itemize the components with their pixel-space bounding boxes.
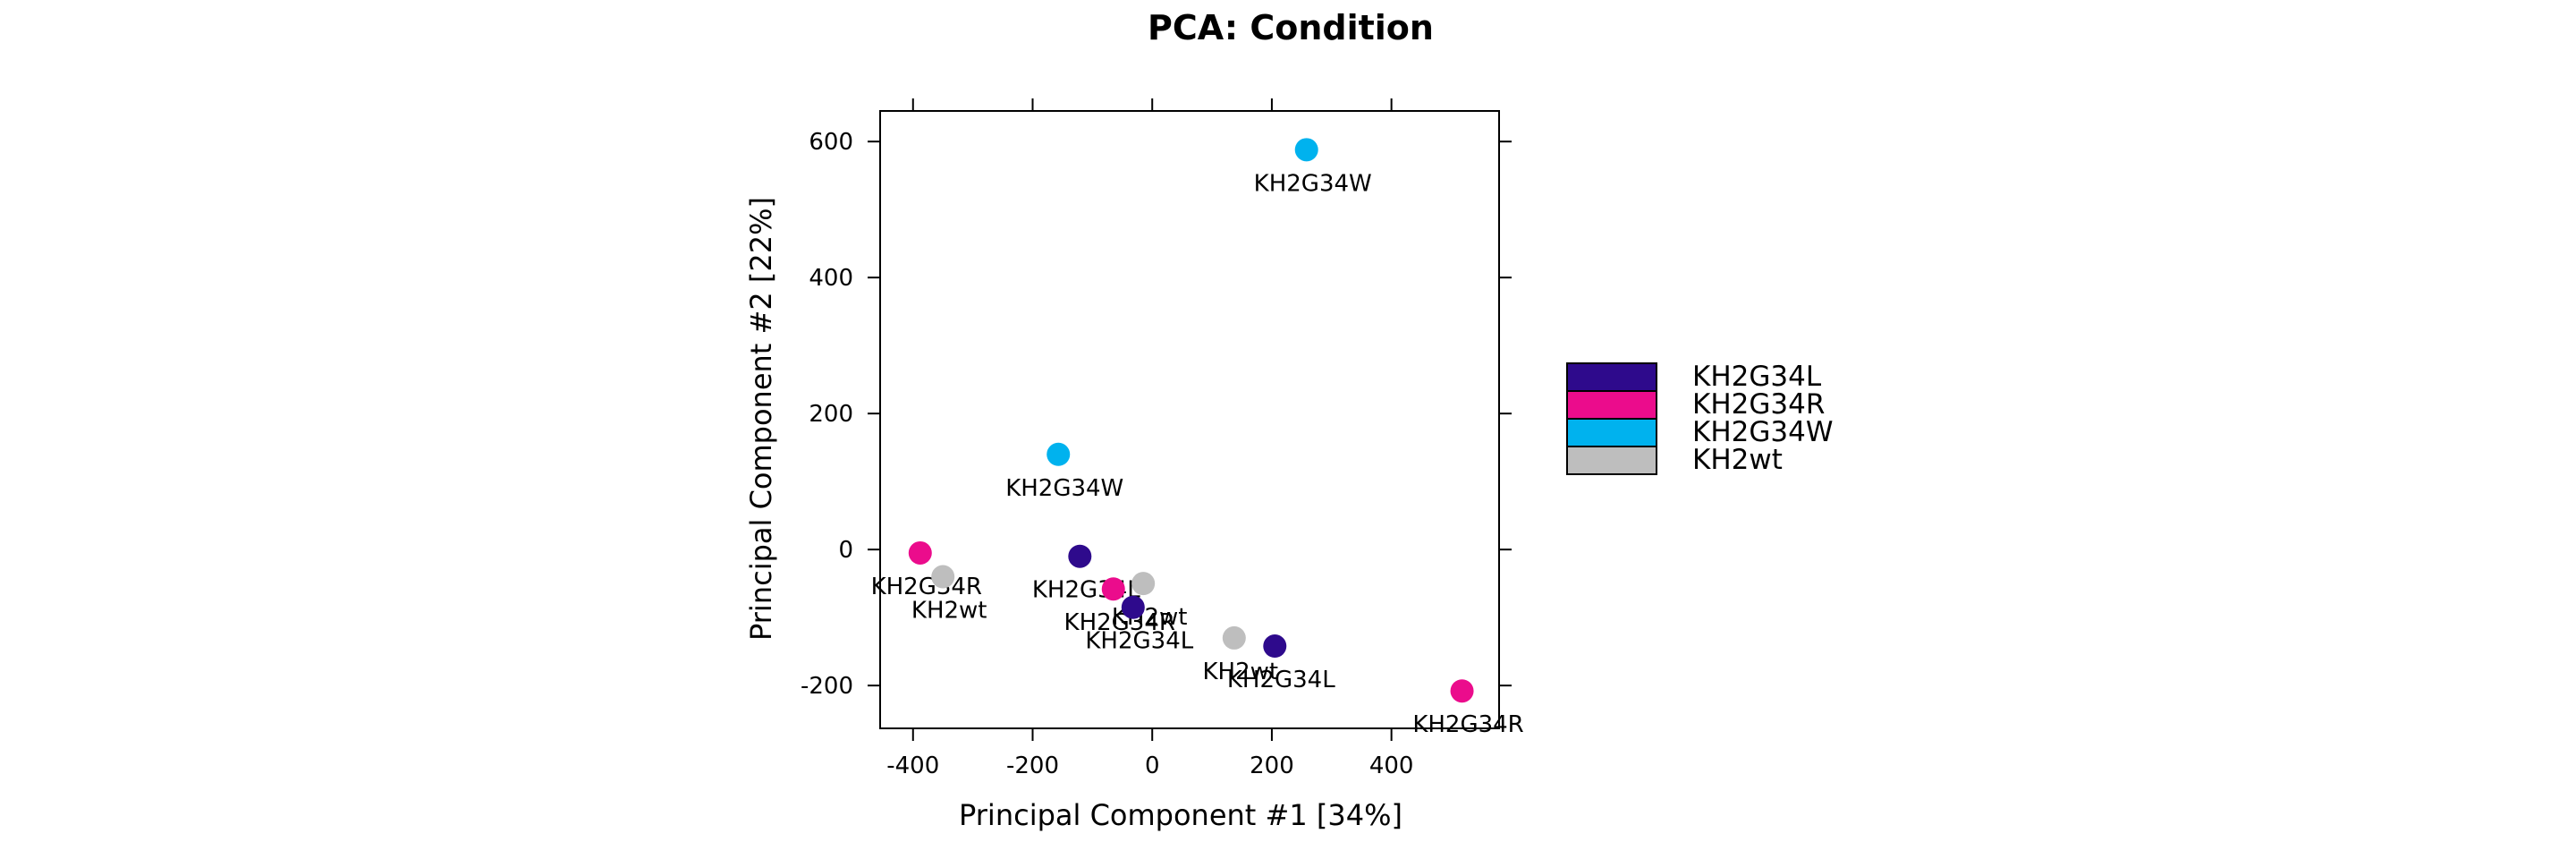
plot-frame <box>879 110 1500 729</box>
legend-label: KH2G34W <box>1692 416 1833 448</box>
legend-swatch <box>1566 418 1657 447</box>
point-label: KH2G34R <box>871 574 982 600</box>
point-labels: KH2G34WKH2G34WKH2G34RKH2wtKH2G34LKH2G34R… <box>871 170 1524 738</box>
x-tick-label: 400 <box>1369 753 1414 779</box>
y-tick-label: -200 <box>801 673 853 700</box>
point-label: KH2G34R <box>1064 609 1175 636</box>
x-tick-label: -200 <box>1006 753 1059 779</box>
x-tick-label: 0 <box>1145 753 1160 779</box>
data-point <box>1068 544 1092 568</box>
data-point <box>1263 634 1287 659</box>
data-point <box>1121 595 1145 619</box>
x-tick-label: -400 <box>886 753 939 779</box>
data-points <box>908 138 1474 703</box>
data-point <box>1222 625 1246 650</box>
data-point <box>1131 572 1156 596</box>
point-label: KH2G34L <box>1085 628 1193 655</box>
point-label: KH2wt <box>911 598 987 625</box>
data-point <box>931 565 955 589</box>
axis-ticks: -400 -200 0 200 400 -200 0 200 400 600 <box>801 98 1512 779</box>
legend-swatch <box>1566 390 1657 420</box>
legend-label: KH2wt <box>1692 444 1783 476</box>
chart-title: PCA: Condition <box>1148 8 1434 47</box>
data-point <box>1101 577 1125 601</box>
point-label: KH2G34L <box>1227 667 1335 693</box>
y-tick-label: 600 <box>809 129 853 156</box>
legend-swatch <box>1566 446 1657 475</box>
x-axis-label: Principal Component #1 [34%] <box>959 798 1402 832</box>
data-point <box>1046 442 1071 466</box>
point-label: KH2wt <box>1203 659 1279 685</box>
point-label: KH2G34W <box>1005 475 1123 502</box>
legend-label: KH2G34R <box>1692 388 1825 421</box>
data-point <box>1450 679 1474 703</box>
y-tick-label: 400 <box>809 265 853 292</box>
y-axis-label: Principal Component #2 [22%] <box>744 197 778 641</box>
data-point <box>1294 138 1318 162</box>
y-tick-label: 200 <box>809 401 853 428</box>
legend-swatch <box>1566 362 1657 392</box>
point-label: KH2G34R <box>1412 711 1523 738</box>
data-point <box>908 540 932 565</box>
x-tick-label: 200 <box>1250 753 1294 779</box>
legend-label: KH2G34L <box>1692 361 1822 393</box>
point-label: KH2G34W <box>1254 170 1372 197</box>
y-tick-label: 0 <box>838 537 853 564</box>
